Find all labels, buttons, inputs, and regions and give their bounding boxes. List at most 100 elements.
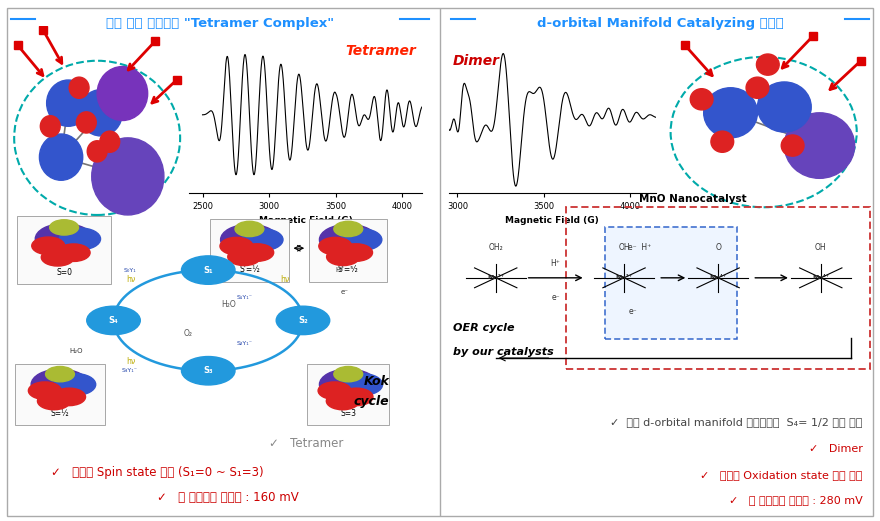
Text: Tetramer: Tetramer: [345, 44, 415, 58]
Text: S₃: S₃: [203, 366, 213, 375]
Text: S=3: S=3: [341, 409, 356, 418]
Text: by our catalysts: by our catalysts: [453, 347, 554, 357]
Text: S₁Y₁⁻: S₁Y₁⁻: [237, 295, 253, 300]
Text: S₀Y₁: S₀Y₁: [123, 267, 136, 272]
Circle shape: [334, 366, 363, 382]
Circle shape: [181, 256, 235, 284]
FancyBboxPatch shape: [7, 8, 873, 516]
Text: H⁺: H⁺: [335, 267, 345, 274]
Circle shape: [341, 374, 383, 395]
Circle shape: [242, 229, 283, 251]
Circle shape: [40, 116, 60, 137]
Text: ✓   Dimer: ✓ Dimer: [809, 444, 862, 454]
Text: S₂Y₁⁻: S₂Y₁⁻: [237, 341, 253, 346]
Text: Mn⁴⁺: Mn⁴⁺: [709, 275, 727, 280]
Circle shape: [690, 89, 713, 110]
Text: ✓   Tetramer: ✓ Tetramer: [268, 438, 343, 450]
Text: ✓  일부 d-orbital manifold 촉매군에서  S₄= 1/2 최초 구현: ✓ 일부 d-orbital manifold 촉매군에서 S₄= 1/2 최초…: [610, 417, 862, 427]
Circle shape: [38, 392, 70, 410]
Circle shape: [746, 77, 769, 98]
Text: S₂: S₂: [298, 316, 308, 325]
FancyBboxPatch shape: [309, 219, 387, 282]
Circle shape: [77, 112, 96, 133]
Text: S=0: S=0: [56, 268, 72, 277]
Circle shape: [319, 369, 378, 400]
Text: H⁺: H⁺: [551, 259, 561, 268]
Text: 칼슘 망간 클러스터 "Tetramer Complex": 칼슘 망간 클러스터 "Tetramer Complex": [106, 17, 334, 30]
FancyBboxPatch shape: [605, 227, 737, 339]
Circle shape: [181, 356, 235, 385]
Circle shape: [781, 135, 804, 156]
FancyBboxPatch shape: [15, 364, 106, 426]
Text: Mn³⁺: Mn³⁺: [616, 275, 633, 280]
Circle shape: [340, 244, 372, 262]
Text: hν: hν: [127, 357, 136, 366]
Circle shape: [87, 306, 140, 334]
Text: hν: hν: [281, 275, 290, 284]
Circle shape: [228, 248, 260, 266]
Text: ✓   순차적 Spin state 변화 (S₁=0 ~ S₁=3): ✓ 순차적 Spin state 변화 (S₁=0 ~ S₁=3): [51, 466, 264, 479]
Text: OER cycle: OER cycle: [453, 323, 515, 333]
Circle shape: [35, 224, 93, 254]
Circle shape: [221, 225, 278, 255]
Circle shape: [97, 67, 148, 120]
Circle shape: [31, 369, 89, 400]
Text: e⁻: e⁻: [551, 293, 560, 302]
Text: ✓   물 산화반응 과전압 : 160 mV: ✓ 물 산화반응 과전압 : 160 mV: [158, 491, 299, 504]
Text: e⁻: e⁻: [341, 289, 348, 295]
Circle shape: [784, 113, 854, 178]
Text: ✓   순차적 Oxidation state 변화 규명: ✓ 순차적 Oxidation state 변화 규명: [700, 470, 862, 480]
Circle shape: [319, 238, 352, 255]
Text: hν: hν: [127, 275, 136, 284]
Circle shape: [57, 244, 90, 262]
Circle shape: [711, 131, 734, 152]
Circle shape: [319, 225, 378, 255]
Circle shape: [47, 80, 90, 126]
Text: S'=½: S'=½: [239, 266, 260, 275]
Text: Mn²⁺: Mn²⁺: [488, 275, 504, 280]
Circle shape: [758, 82, 811, 132]
Circle shape: [334, 221, 363, 237]
Text: H₂O: H₂O: [222, 300, 236, 309]
Text: O₂: O₂: [183, 329, 192, 338]
Circle shape: [41, 249, 74, 266]
Circle shape: [276, 306, 330, 334]
Circle shape: [87, 141, 107, 162]
Text: cycle: cycle: [354, 395, 390, 408]
Circle shape: [341, 229, 382, 251]
Circle shape: [220, 238, 253, 255]
Text: S=½: S=½: [51, 409, 70, 418]
FancyBboxPatch shape: [307, 364, 390, 426]
Text: OH₂: OH₂: [488, 243, 503, 252]
Circle shape: [49, 220, 78, 235]
Circle shape: [32, 237, 65, 255]
X-axis label: Magnetic Field (G): Magnetic Field (G): [259, 216, 353, 226]
Circle shape: [241, 244, 274, 262]
Circle shape: [99, 131, 120, 152]
FancyBboxPatch shape: [17, 217, 112, 284]
Text: S₃Y₁⁻: S₃Y₁⁻: [121, 368, 138, 374]
Text: OH: OH: [815, 243, 826, 252]
Circle shape: [235, 221, 264, 237]
Circle shape: [53, 388, 85, 406]
Circle shape: [326, 248, 360, 266]
Text: Dimer: Dimer: [453, 54, 500, 68]
Circle shape: [28, 382, 62, 400]
Circle shape: [757, 54, 779, 75]
Text: S₁: S₁: [203, 266, 213, 275]
Text: Kok: Kok: [363, 375, 390, 388]
Text: MnO Nanocatalyst: MnO Nanocatalyst: [639, 194, 746, 204]
Circle shape: [40, 134, 83, 180]
X-axis label: Magnetic Field (G): Magnetic Field (G): [505, 216, 599, 226]
Circle shape: [340, 388, 373, 406]
Text: e⁻: e⁻: [628, 307, 637, 316]
Circle shape: [55, 374, 96, 395]
Text: O: O: [715, 243, 721, 252]
Circle shape: [46, 366, 75, 382]
Text: ✓   물 산화반응 과전압 : 280 mV: ✓ 물 산화반응 과전압 : 280 mV: [729, 495, 862, 505]
Text: e⁻  H⁺: e⁻ H⁺: [628, 243, 651, 252]
Text: Mn⁴⁺: Mn⁴⁺: [812, 275, 829, 280]
Circle shape: [318, 382, 351, 400]
Circle shape: [326, 392, 359, 410]
Text: d-orbital Manifold Catalyzing 소재군: d-orbital Manifold Catalyzing 소재군: [537, 17, 783, 30]
